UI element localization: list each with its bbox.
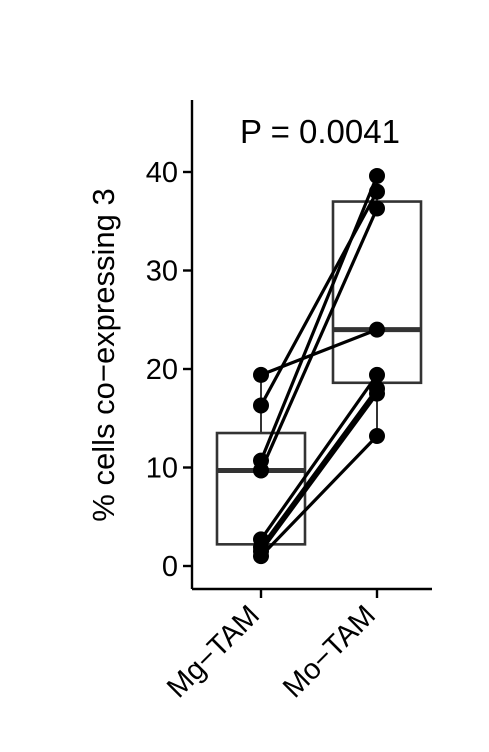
pair-line bbox=[259, 207, 379, 472]
pair-lines bbox=[259, 175, 379, 558]
y-tick-label: 10 bbox=[146, 453, 178, 485]
data-point bbox=[369, 167, 385, 184]
pair-line bbox=[259, 175, 379, 462]
data-point bbox=[369, 366, 385, 383]
data-point bbox=[253, 397, 269, 414]
x-tick-label: Mg−TAM bbox=[161, 599, 266, 704]
y-tick-label: 20 bbox=[146, 354, 178, 386]
data-point bbox=[369, 200, 385, 217]
y-tick-label: 0 bbox=[162, 551, 178, 583]
y-ticks: 0 10 20 30 40 bbox=[146, 157, 192, 583]
box-body bbox=[215, 431, 307, 546]
y-tick-label: 30 bbox=[146, 256, 178, 288]
data-point bbox=[253, 366, 269, 383]
data-point bbox=[369, 183, 385, 200]
pair-line bbox=[259, 434, 379, 558]
pair-line bbox=[259, 392, 379, 553]
axes bbox=[190, 100, 432, 591]
x-tick-label: Mo−TAM bbox=[277, 599, 382, 704]
boxes bbox=[215, 175, 423, 557]
data-points bbox=[253, 167, 385, 565]
pair-line bbox=[259, 387, 379, 549]
data-point bbox=[253, 548, 269, 565]
pair-line bbox=[259, 373, 379, 541]
data-point bbox=[369, 427, 385, 444]
x-ticks: Mg−TAM Mo−TAM bbox=[161, 589, 382, 704]
data-point bbox=[253, 462, 269, 479]
box-body bbox=[331, 200, 423, 385]
data-point bbox=[369, 385, 385, 402]
y-tick-label: 40 bbox=[146, 157, 178, 189]
data-point bbox=[369, 321, 385, 338]
p-value-annotation: P = 0.0041 bbox=[240, 113, 400, 150]
y-axis-title: % cells co−expressing 3 bbox=[86, 188, 121, 521]
pair-line bbox=[259, 190, 379, 407]
